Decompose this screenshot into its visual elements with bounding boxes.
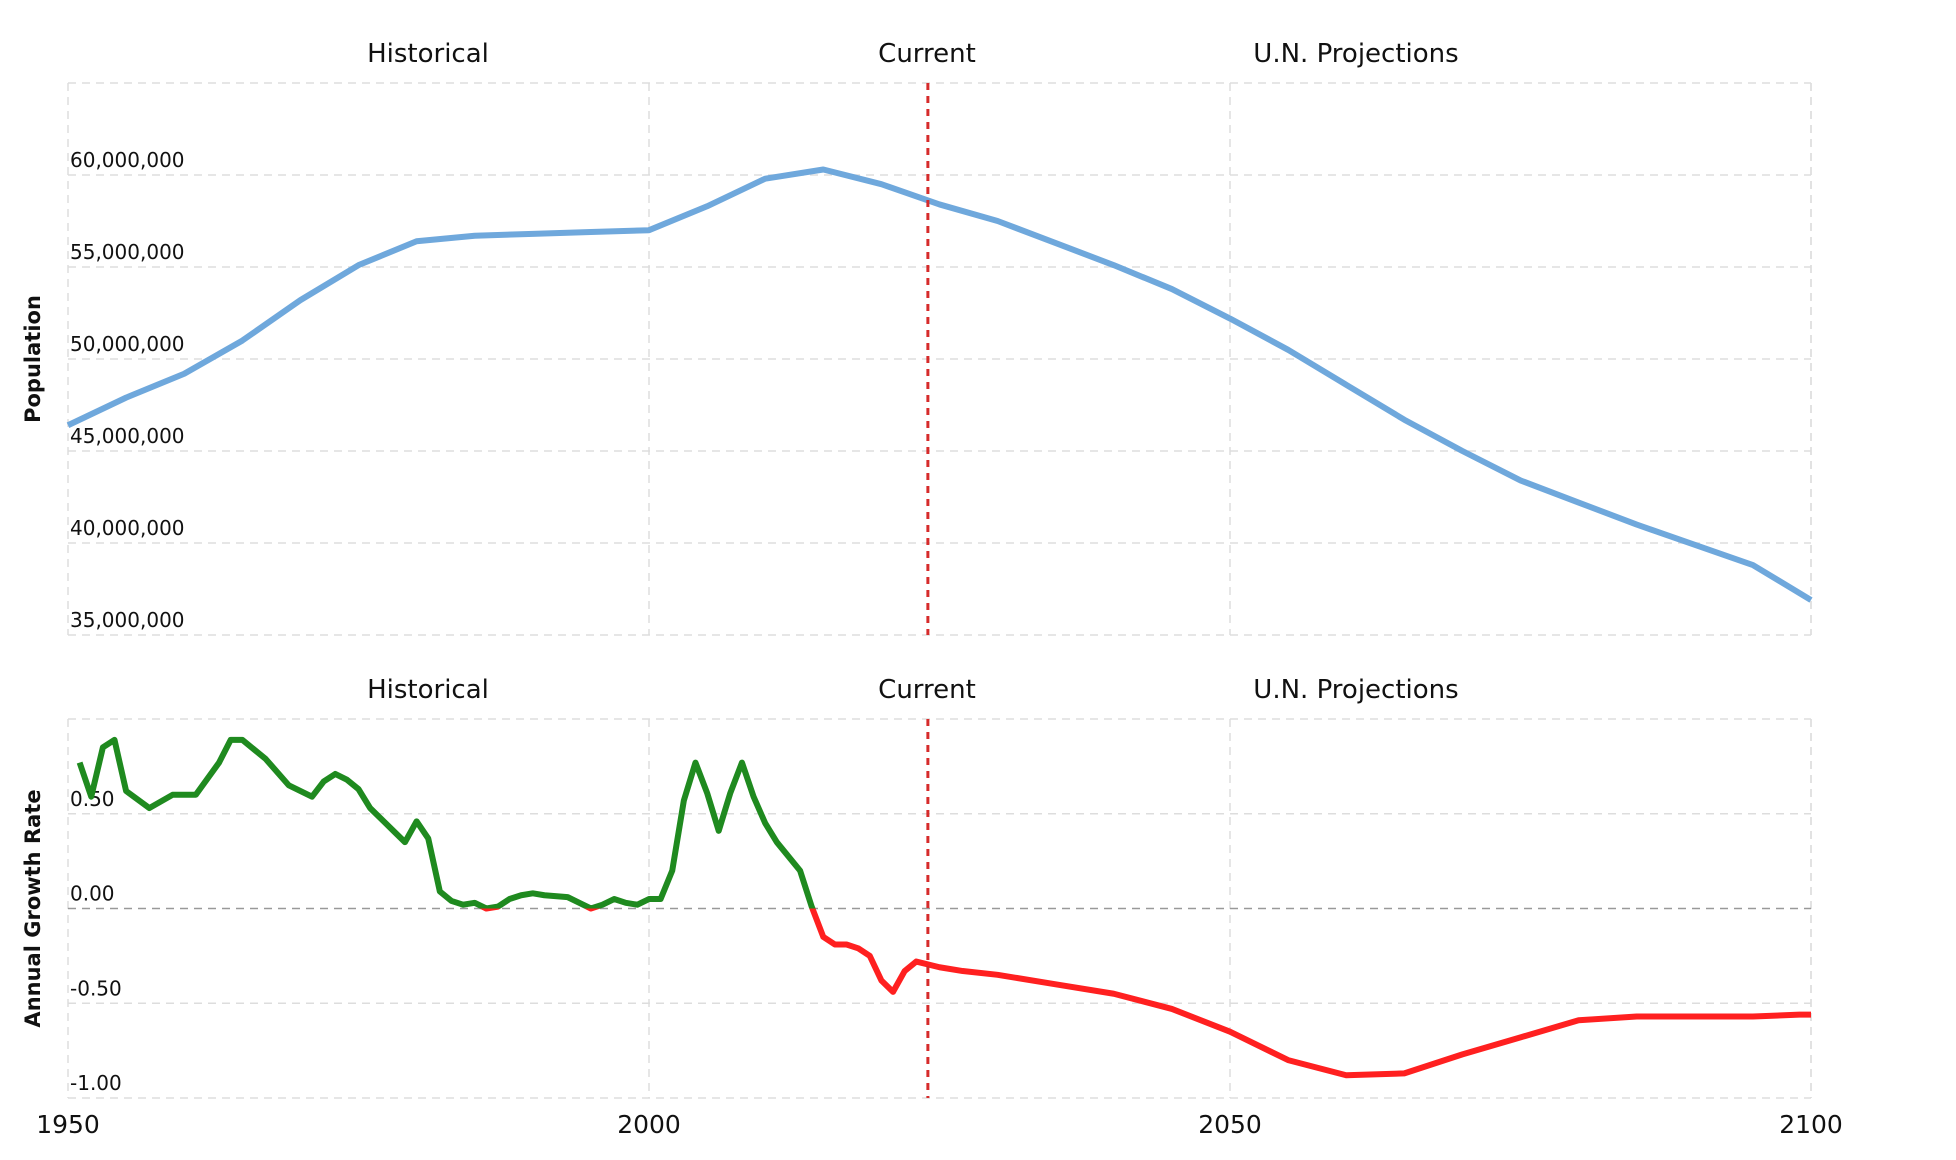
y-tick-label: 35,000,000 <box>70 608 185 632</box>
y-tick-label: 0.00 <box>70 882 115 906</box>
y-tick-label: -0.50 <box>70 976 122 1000</box>
era-label: Current <box>878 675 976 705</box>
y-tick-label: 60,000,000 <box>70 148 185 172</box>
plot: 35,000,000 40,000,000 45,000,000 50,000,000… <box>67 82 1812 636</box>
era-label: U.N. Projections <box>1253 39 1458 69</box>
y-tick-label: 55,000,000 <box>70 240 185 264</box>
x-tick-label: 2100 <box>1779 1110 1843 1139</box>
y-tick-label: 45,000,000 <box>70 424 185 448</box>
y-tick-label: -1.00 <box>70 1071 122 1095</box>
growth-line-positive <box>76 736 816 909</box>
y-tick-label: 50,000,000 <box>70 332 185 356</box>
plot: -1.00-0.500.000.50 <box>67 718 1812 1099</box>
era-label: Historical <box>367 675 489 705</box>
x-tick-label: 1950 <box>36 1110 100 1139</box>
y-axis-title: Annual Growth Rate <box>21 789 45 1027</box>
y-axis-title: Population <box>21 295 45 423</box>
era-label: Historical <box>367 39 489 69</box>
y-tick-label: 40,000,000 <box>70 516 185 540</box>
era-label: U.N. Projections <box>1253 675 1458 705</box>
x-tick-label: 2000 <box>617 1110 681 1139</box>
population-line <box>66 166 1813 603</box>
x-tick-label: 2050 <box>1198 1110 1262 1139</box>
growth-line-negative <box>479 908 1811 1079</box>
era-label: Current <box>878 39 976 69</box>
